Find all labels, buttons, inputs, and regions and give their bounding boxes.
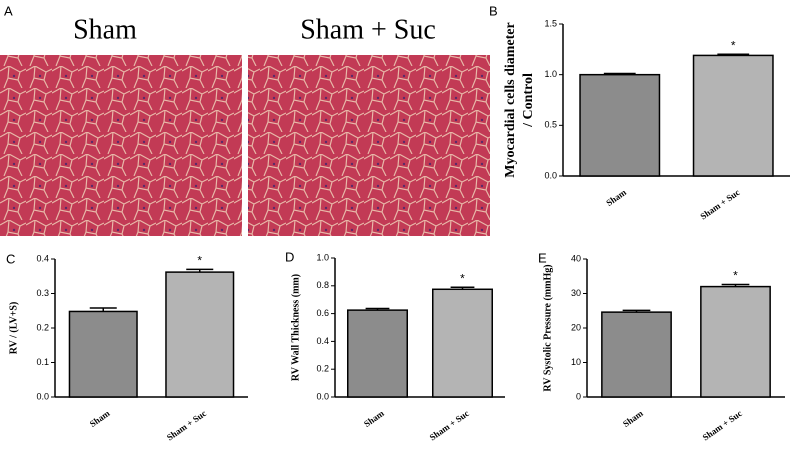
y-tick-label: 0.3 bbox=[36, 288, 49, 298]
bar bbox=[432, 288, 493, 398]
x-tick-label: Sham + Suc bbox=[701, 408, 744, 442]
y-tick-label: 0.0 bbox=[544, 170, 557, 180]
bar bbox=[700, 285, 771, 398]
bar bbox=[165, 271, 235, 398]
y-axis-label: RV / (LV+S) bbox=[8, 302, 19, 355]
bar bbox=[601, 311, 672, 398]
x-tick-label: Sham + Suc bbox=[428, 408, 471, 442]
y-axis-label: RV Wall Thickness (mm) bbox=[290, 274, 301, 381]
y-tick-label: 1.5 bbox=[544, 18, 557, 28]
y-tick-label: 1.0 bbox=[316, 252, 329, 262]
y-tick-label: 0.1 bbox=[36, 357, 49, 367]
y-tick-label: 0.2 bbox=[36, 322, 49, 332]
panel-label: A bbox=[4, 3, 13, 18]
significance-mark: * bbox=[460, 271, 465, 285]
error-bar bbox=[186, 268, 214, 273]
bar bbox=[347, 309, 408, 398]
bar bbox=[692, 54, 774, 177]
x-tick-label: Sham + Suc bbox=[698, 187, 741, 221]
y-tick-label: 0.5 bbox=[544, 120, 557, 130]
x-tick-label: Sham bbox=[604, 187, 628, 208]
x-tick-label: Sham bbox=[88, 408, 112, 429]
y-tick-label: 0 bbox=[576, 391, 581, 401]
y-tick-label: 20 bbox=[571, 322, 581, 332]
significance-mark: * bbox=[733, 269, 738, 283]
significance-mark: * bbox=[731, 38, 736, 52]
y-tick-label: 0.4 bbox=[36, 253, 49, 263]
y-tick-label: 0.0 bbox=[36, 391, 49, 401]
error-bar bbox=[721, 283, 750, 287]
y-tick-label: 40 bbox=[571, 253, 581, 263]
bar bbox=[68, 310, 138, 398]
image-caption: Sham bbox=[73, 14, 137, 45]
y-tick-label: 0.8 bbox=[316, 280, 329, 290]
error-bar bbox=[450, 286, 475, 290]
bar bbox=[579, 73, 661, 177]
error-bar bbox=[89, 307, 117, 312]
y-tick-label: 10 bbox=[571, 357, 581, 367]
x-tick-label: Sham + Suc bbox=[165, 408, 208, 442]
significance-mark: * bbox=[197, 254, 202, 268]
y-tick-label: 30 bbox=[571, 288, 581, 298]
panel-label: E bbox=[538, 250, 547, 265]
y-axis-label: Myocardial cells diameter bbox=[503, 22, 518, 178]
y-tick-label: 0.4 bbox=[316, 336, 329, 346]
y-tick-label: 0.2 bbox=[316, 364, 329, 374]
error-bar bbox=[622, 309, 651, 313]
image-caption: Sham + Suc bbox=[300, 14, 436, 45]
y-axis-label: / Control bbox=[521, 73, 536, 128]
panel-label: D bbox=[285, 249, 294, 264]
panel-label: B bbox=[489, 3, 498, 18]
y-tick-label: 0.6 bbox=[316, 308, 329, 318]
error-bar bbox=[365, 307, 390, 311]
x-tick-label: Sham bbox=[621, 408, 645, 429]
histology-image bbox=[248, 55, 490, 236]
panel-label: C bbox=[6, 251, 15, 266]
error-bar bbox=[603, 72, 636, 75]
y-tick-label: 1.0 bbox=[544, 69, 557, 79]
histology-image bbox=[0, 55, 242, 236]
error-bar bbox=[717, 53, 750, 56]
y-axis-label: RV Systolic Pressure (mmHg) bbox=[542, 264, 553, 391]
y-tick-label: 0.0 bbox=[316, 391, 329, 401]
x-tick-label: Sham bbox=[362, 408, 386, 429]
